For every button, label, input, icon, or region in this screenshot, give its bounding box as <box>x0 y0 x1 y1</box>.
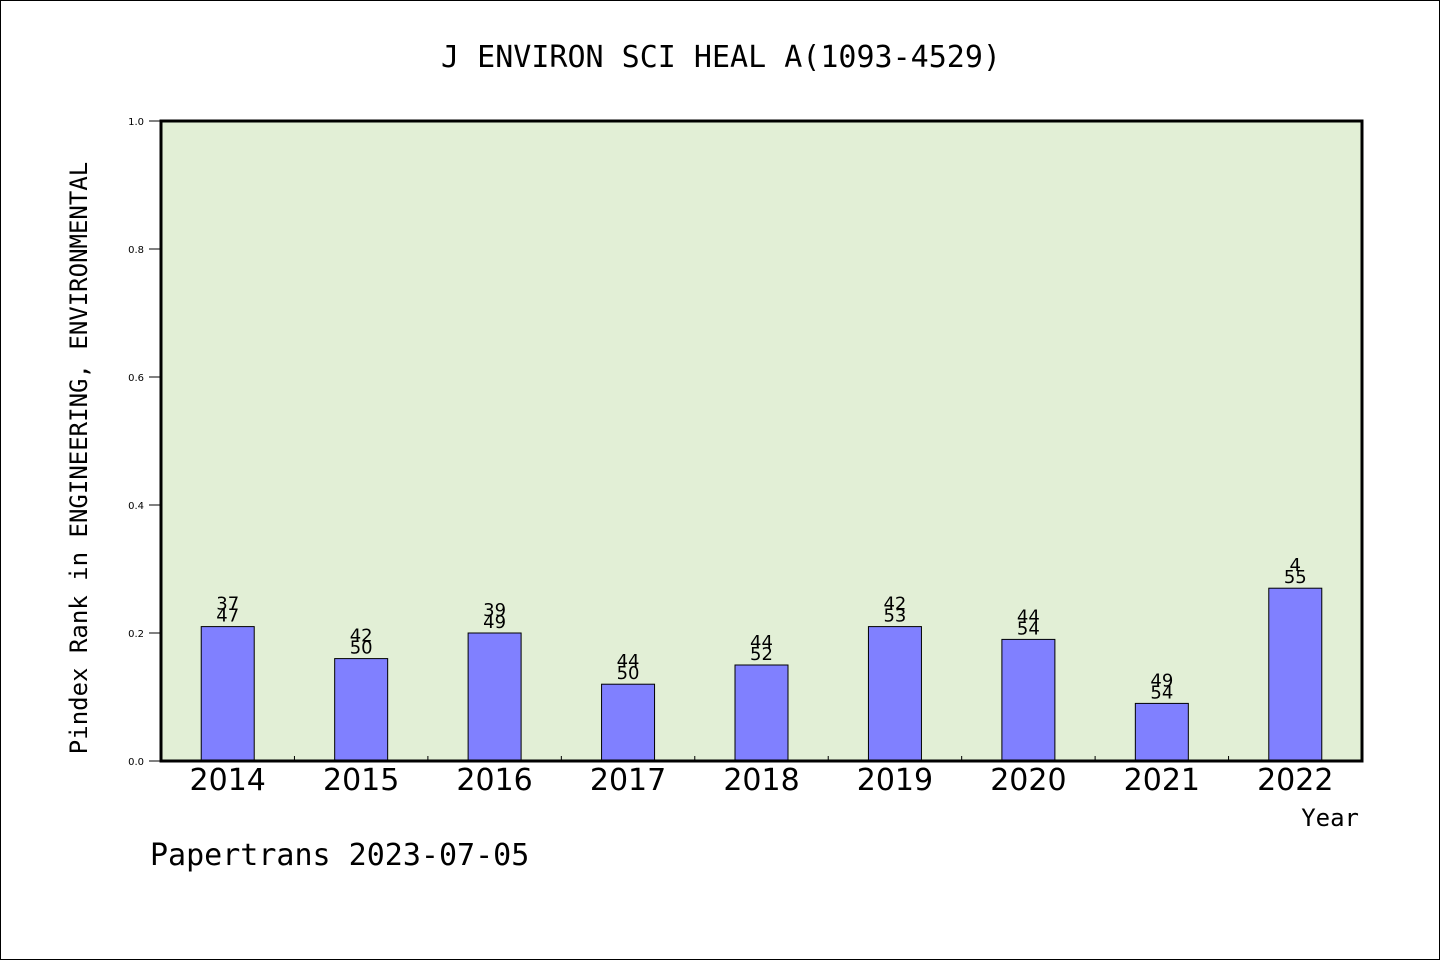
bar-total-label: 54 <box>1150 682 1173 703</box>
bar-total-label: 47 <box>216 606 239 627</box>
bar-2022 <box>1268 587 1323 762</box>
bar-total-label: 49 <box>483 612 506 633</box>
y-tick-label: 0.8 <box>128 245 144 256</box>
x-tick-label: 2019 <box>857 763 933 798</box>
x-ticks: 2014 2015 2016 2017 2018 2019 2020 2021 2022 <box>190 756 1333 798</box>
bar-2014 <box>200 626 255 762</box>
bar-rank-label: 44 <box>750 632 773 653</box>
y-tick-label: 1.0 <box>128 117 144 128</box>
chart-title: J ENVIRON SCI HEAL A(1093-4529) <box>441 40 1001 75</box>
bars <box>200 587 1323 762</box>
bar-total-label: 52 <box>750 644 773 665</box>
bar-2015 <box>334 658 389 762</box>
bar-total-label: 55 <box>1284 567 1307 588</box>
x-tick-label: 2020 <box>990 763 1066 798</box>
plot-border <box>159 119 1364 763</box>
bar-2020 <box>1001 638 1056 762</box>
bar-total-label: 50 <box>350 638 373 659</box>
bar-rank-label: 44 <box>1017 606 1040 627</box>
x-axis-label: Year <box>1301 804 1359 832</box>
bar-2018 <box>734 664 789 762</box>
x-tick-label: 2015 <box>323 763 399 798</box>
x-tick-label: 2021 <box>1124 763 1200 798</box>
bar-rank-label: 4 <box>1290 555 1301 576</box>
y-tick-label: 0.6 <box>128 373 144 384</box>
bar-rank-label: 49 <box>1150 670 1173 691</box>
bar-total-label: 54 <box>1017 618 1040 639</box>
x-tick-label: 2014 <box>190 763 266 798</box>
bar-total-label: 53 <box>883 606 906 627</box>
bar-2016 <box>467 632 522 762</box>
bar-rank-label: 44 <box>617 651 640 672</box>
y-tick-label: 0.0 <box>128 757 144 768</box>
bar-rank-label: 39 <box>483 600 506 621</box>
x-tick-label: 2017 <box>590 763 666 798</box>
x-tick-label: 2018 <box>723 763 799 798</box>
bar-rank-label: 42 <box>350 626 373 647</box>
bar-2021 <box>1134 702 1189 762</box>
bar-rank-label: 37 <box>216 594 239 615</box>
bar-2017 <box>601 683 656 762</box>
y-axis-label: Pindex Rank in ENGINEERING, ENVIRONMENTA… <box>65 162 93 754</box>
plot-area <box>161 121 1362 761</box>
bar-2019 <box>867 626 922 762</box>
y-tick-label: 0.2 <box>128 629 144 640</box>
x-tick-label: 2016 <box>456 763 532 798</box>
y-ticks: 0.0 0.2 0.4 0.6 0.8 1.0 <box>128 117 161 768</box>
y-tick-label: 0.4 <box>128 501 144 512</box>
bar-total-label: 50 <box>617 663 640 684</box>
bar-rank-label: 42 <box>883 594 906 615</box>
x-tick-label: 2022 <box>1257 763 1333 798</box>
footer-text: Papertrans 2023-07-05 <box>150 838 529 873</box>
